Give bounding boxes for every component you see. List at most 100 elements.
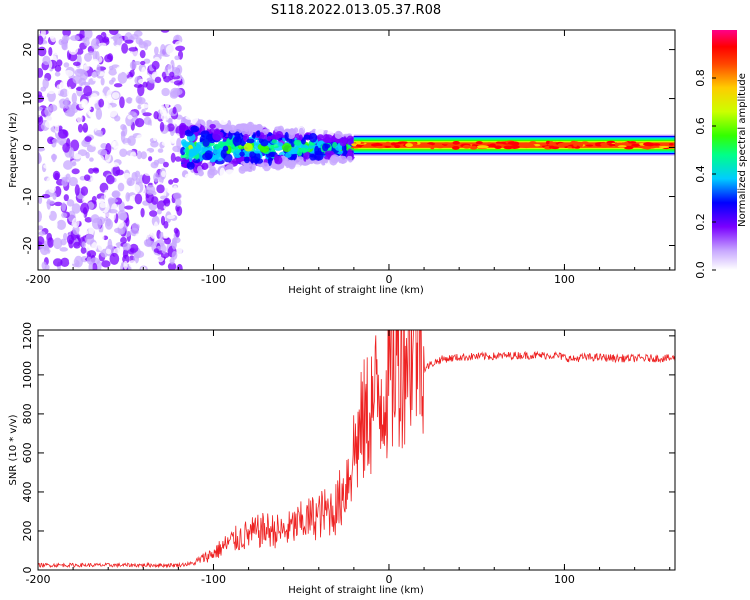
spectrogram-x-tick-label: 0 xyxy=(385,273,392,286)
spectrogram-cell xyxy=(38,196,43,205)
spectrogram-cell xyxy=(38,138,43,145)
spectrogram-cell xyxy=(124,39,134,44)
spectrogram-peak xyxy=(394,144,401,149)
spectrogram-cell xyxy=(91,242,98,251)
spectrogram-cell xyxy=(157,158,166,165)
spectrogram-cell xyxy=(236,157,243,162)
spectrogram-cell xyxy=(134,215,141,225)
spectrogram-cell xyxy=(263,174,271,183)
spectrogram-cell xyxy=(160,113,170,121)
spectrogram-cell xyxy=(324,150,335,156)
spectrogram-peak xyxy=(521,142,531,146)
spectrogram-cell xyxy=(130,33,139,40)
spectrogram-cell xyxy=(282,143,292,153)
spectrogram-cell xyxy=(117,182,125,192)
spectrogram-cell xyxy=(303,134,311,140)
spectrogram-cell xyxy=(38,152,41,164)
spectrogram-cell xyxy=(137,260,144,267)
spectrogram-cell xyxy=(175,198,182,207)
spectrogram-cell xyxy=(97,232,105,244)
spectrogram-cell xyxy=(181,177,187,182)
spectrogram-cell xyxy=(48,184,56,194)
spectrogram-cell xyxy=(77,149,88,157)
spectrogram-peak xyxy=(390,142,397,146)
spectrogram-cell xyxy=(38,35,44,45)
spectrogram-cell xyxy=(38,67,44,78)
spectrogram-cell xyxy=(219,167,226,178)
spectrogram-cell xyxy=(140,207,145,218)
spectrogram-cell xyxy=(162,161,169,168)
spectrogram-cell xyxy=(80,186,89,196)
spectrogram-cell xyxy=(296,156,304,161)
spectrogram-cell xyxy=(111,77,116,83)
spectrogram-cell xyxy=(95,107,103,120)
spectrogram-cell xyxy=(170,135,178,144)
spectrogram-cell xyxy=(88,168,95,174)
spectrogram-cell xyxy=(68,132,74,138)
spectrogram-x-tick-label: 100 xyxy=(554,273,575,286)
spectrogram-cell xyxy=(128,260,137,268)
spectrogram-peak xyxy=(350,146,360,149)
spectrogram-peak xyxy=(669,143,674,146)
spectrogram-cell xyxy=(54,71,61,77)
spectrogram-cell xyxy=(293,139,302,146)
spectrogram-cell xyxy=(103,189,110,202)
spectrogram-cell xyxy=(299,147,309,153)
spectrogram-cell xyxy=(161,71,167,80)
spectrogram-cell xyxy=(40,30,46,39)
spectrogram-cell xyxy=(38,262,42,269)
spectrogram-y-tick-label: -10 xyxy=(21,188,34,206)
spectrogram-cell xyxy=(346,155,353,162)
spectrogram-cell xyxy=(285,152,292,158)
spectrogram-cell xyxy=(269,134,280,140)
spectrogram-cell xyxy=(155,100,165,108)
spectrogram-cell xyxy=(225,169,235,175)
spectrogram-y-ticks: -20 -10 0 10 20 xyxy=(21,43,675,254)
spectrogram-cell xyxy=(171,250,178,260)
spectrogram-cell xyxy=(75,86,84,91)
spectrogram-cell xyxy=(271,139,277,144)
spectrogram-cell xyxy=(56,219,67,230)
spectrogram-cell xyxy=(198,94,206,101)
spectrogram-cell xyxy=(59,88,69,98)
spectrogram-peak xyxy=(374,145,386,149)
spectrogram-cell xyxy=(120,212,127,221)
spectrogram-cell xyxy=(140,103,150,109)
spectrogram-cell xyxy=(85,233,95,245)
spectrogram-cell xyxy=(114,33,123,46)
spectrogram-cell xyxy=(72,75,83,84)
spectrogram-cell xyxy=(140,151,147,160)
spectrogram-cell xyxy=(56,59,63,67)
colorbar-tick-label: 0.4 xyxy=(694,165,707,183)
spectrogram-cell xyxy=(66,199,75,207)
spectrogram-cell xyxy=(277,142,284,147)
spectrogram-cell xyxy=(156,208,162,215)
spectrogram-cell xyxy=(220,185,229,196)
spectrogram-cell xyxy=(142,250,150,260)
spectrogram-peak xyxy=(585,144,594,147)
spectrogram-cell xyxy=(197,111,208,117)
spectrogram-cell xyxy=(346,135,355,146)
spectrogram-cell xyxy=(111,92,120,99)
spectrogram-cell xyxy=(71,217,80,228)
spectrogram-cell xyxy=(119,96,125,109)
spectrogram-cell xyxy=(154,76,162,84)
spectrogram-cell xyxy=(104,46,109,52)
spectrogram-cell xyxy=(245,112,255,121)
spectrogram-cell xyxy=(74,184,80,196)
spectrogram-cell xyxy=(148,103,155,110)
spectrogram-cell xyxy=(139,50,146,59)
spectrogram-cell xyxy=(141,173,151,185)
spectrogram-cell xyxy=(219,119,228,126)
spectrogram-cell xyxy=(89,157,94,162)
spectrogram-cell xyxy=(304,172,310,181)
snr-y-ticks: 0 200 400 600 800 1000 1200 xyxy=(21,322,675,574)
spectrogram-cell xyxy=(285,180,290,187)
spectrogram-cell xyxy=(202,137,210,148)
spectrogram-cell xyxy=(173,227,179,234)
spectrogram-cell xyxy=(170,152,176,163)
spectrogram-cell xyxy=(121,112,127,119)
spectrogram-cell xyxy=(338,166,348,177)
spectrogram-cell xyxy=(101,260,111,268)
spectrogram-cell xyxy=(191,184,201,190)
